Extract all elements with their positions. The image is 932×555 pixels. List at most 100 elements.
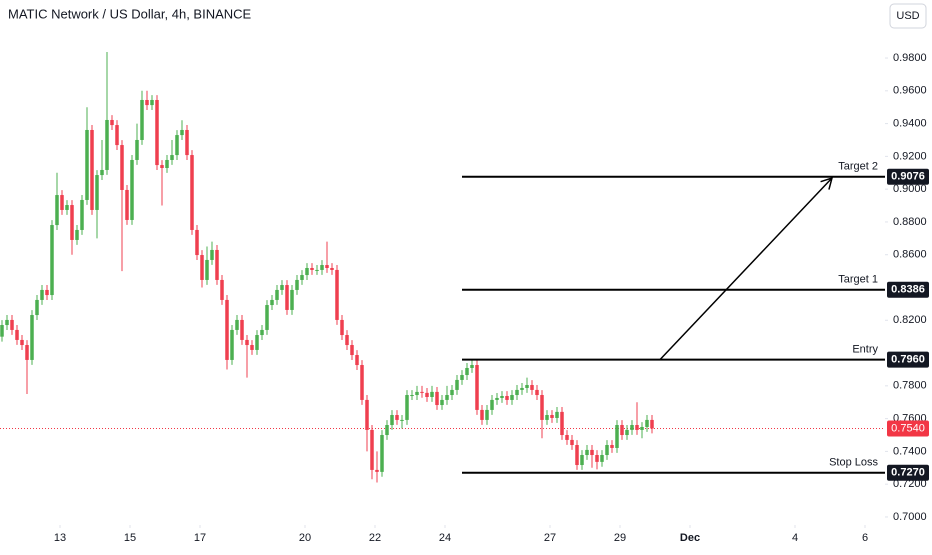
candle-body (515, 389, 519, 396)
candle-body (150, 99, 154, 106)
y-tick-label: 0.7800 (893, 380, 927, 392)
candle-body (600, 455, 604, 462)
candle-body (375, 469, 379, 472)
candle-body (205, 259, 209, 280)
level-price-label: 0.8386 (891, 284, 925, 296)
level-name: Target 2 (838, 161, 878, 173)
candle-body (305, 267, 309, 276)
candle-body (270, 299, 274, 306)
y-tick-label: 0.9600 (893, 85, 927, 97)
candle-body (310, 267, 314, 270)
candle-body (510, 395, 514, 400)
candle-body (230, 329, 234, 360)
candle-body (180, 129, 184, 136)
y-tick-label: 0.7200 (893, 478, 927, 490)
level-price-label: 0.7270 (891, 467, 925, 479)
candle-body (460, 375, 464, 380)
candle-body (650, 419, 654, 429)
level-price-label: 0.7960 (891, 354, 925, 366)
candle-body (380, 435, 384, 472)
candle-body (365, 399, 369, 430)
candle-body (555, 411, 559, 418)
candle-body (195, 229, 199, 256)
candle-body (250, 345, 254, 350)
candle-body (425, 392, 429, 397)
candle-body (210, 249, 214, 260)
candle-body (265, 305, 269, 330)
x-tick-label: 20 (299, 532, 311, 544)
candle-body (175, 135, 179, 156)
candle-body (570, 439, 574, 446)
level-name: Stop Loss (829, 457, 878, 469)
currency-button[interactable] (889, 3, 927, 29)
y-tick-label: 0.9200 (893, 150, 927, 162)
candle-body (330, 267, 334, 270)
candle-body (595, 455, 599, 462)
candle-body (480, 409, 484, 420)
y-tick-label: 0.9000 (893, 183, 927, 195)
candle-body (465, 367, 469, 376)
candle-body (485, 409, 489, 420)
candle-body (615, 425, 619, 448)
candle-body (610, 445, 614, 448)
candle-body (385, 425, 389, 436)
candle-body (495, 397, 499, 400)
candle-body (645, 419, 649, 427)
arrow-line (659, 177, 833, 361)
candle-body (5, 319, 9, 326)
arrow-head (820, 176, 834, 190)
candle-body (395, 415, 399, 420)
x-tick-label: Dec (680, 532, 700, 544)
candle-body (60, 195, 64, 210)
candle-body (550, 415, 554, 418)
level-price-box (887, 464, 929, 481)
candle-body (560, 411, 564, 436)
candle-body (520, 387, 524, 390)
candle-body (140, 99, 144, 140)
candle-body (370, 429, 374, 470)
x-tick-label: 6 (862, 532, 868, 544)
candle-body (400, 419, 404, 421)
candle-body (320, 265, 324, 270)
candle-body (475, 365, 479, 410)
candle-body (220, 279, 224, 300)
candle-body (260, 329, 264, 336)
candle-body (135, 139, 139, 160)
candle-body (505, 396, 509, 400)
x-tick-label: 27 (544, 532, 556, 544)
candle-body (455, 379, 459, 390)
candle-body (190, 155, 194, 230)
current-price-label: 0.7540 (891, 422, 925, 434)
candle-body (635, 425, 639, 430)
candle-body (405, 395, 409, 420)
candle-body (420, 391, 424, 393)
currency-label[interactable]: USD (896, 10, 919, 22)
x-tick-label: 24 (439, 532, 451, 544)
x-tick-label: 4 (792, 532, 798, 544)
candle-body (115, 125, 119, 146)
candle-body (200, 255, 204, 280)
candle-body (240, 319, 244, 340)
candle-body (90, 129, 94, 210)
x-tick-label: 22 (369, 532, 381, 544)
y-tick-label: 0.8200 (893, 314, 927, 326)
candle-body (565, 435, 569, 440)
candle-body (640, 426, 644, 430)
x-tick-label: 15 (124, 532, 136, 544)
level-price-box (887, 168, 929, 185)
candle-body (605, 445, 609, 456)
level-price-box (887, 281, 929, 298)
candle-body (40, 289, 44, 300)
candle-body (110, 119, 114, 126)
candle-body (215, 249, 219, 280)
candle-body (545, 415, 549, 420)
candle-body (20, 339, 24, 346)
candle-body (350, 345, 354, 356)
candle-body (315, 269, 319, 271)
candle-body (55, 195, 59, 226)
candle-body (625, 429, 629, 436)
candle-body (95, 175, 99, 210)
candle-body (390, 415, 394, 426)
candle-body (340, 319, 344, 336)
candle-body (10, 319, 14, 330)
